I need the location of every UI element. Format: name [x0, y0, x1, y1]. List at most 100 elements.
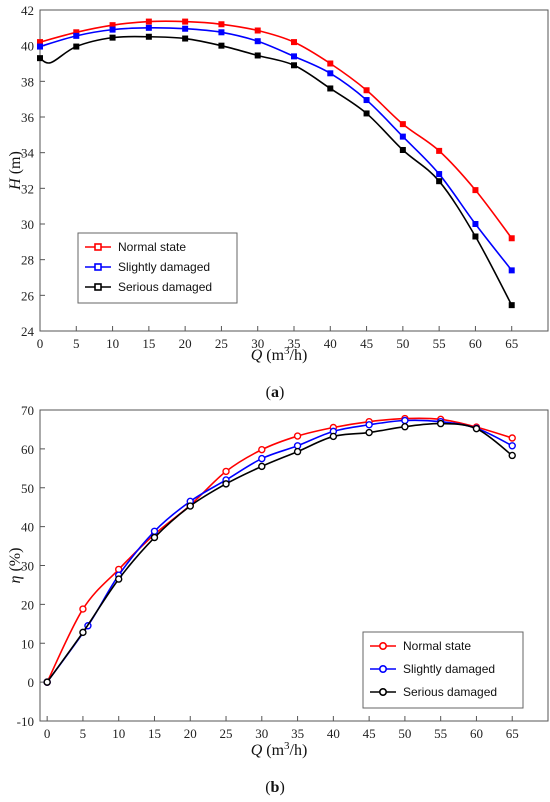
x-tick-label: 20 — [179, 336, 192, 351]
x-tick-label: 5 — [80, 726, 87, 741]
data-point — [327, 85, 334, 92]
y-tick-label: 40 — [21, 520, 34, 535]
data-point — [363, 110, 370, 117]
data-point — [222, 480, 230, 488]
data-point — [73, 43, 80, 50]
data-point — [401, 423, 409, 431]
x-tick-label: 15 — [148, 726, 161, 741]
data-point — [293, 432, 302, 440]
y-tick-label: 42 — [21, 3, 34, 18]
data-point — [258, 462, 266, 471]
data-point — [254, 52, 261, 59]
x-tick-label: 5 — [73, 336, 80, 351]
y-tick-label: -10 — [17, 714, 34, 729]
data-point — [145, 33, 152, 40]
x-tick-label: 35 — [288, 336, 301, 351]
legend-box — [362, 631, 524, 709]
x-tick-label: 30 — [255, 726, 268, 741]
legend-label: Normal state — [403, 639, 471, 653]
data-point — [365, 421, 373, 429]
data-point — [399, 121, 406, 128]
x-tick-label: 15 — [142, 336, 155, 351]
data-point — [182, 18, 189, 25]
data-point — [254, 27, 261, 34]
x-tick-label: 65 — [506, 726, 519, 741]
data-point — [182, 35, 189, 42]
data-point — [150, 533, 159, 542]
y-tick-label: 0 — [28, 675, 35, 690]
data-point — [363, 97, 370, 104]
data-point — [508, 267, 515, 274]
x-tick-label: 20 — [184, 726, 197, 741]
y-axis-label: H (m) — [7, 151, 24, 191]
x-tick-label: 30 — [251, 336, 264, 351]
x-tick-label: 10 — [112, 726, 125, 741]
data-point — [258, 454, 266, 463]
legend-label: Slightly damaged — [403, 662, 495, 676]
x-tick-label: 60 — [470, 726, 483, 741]
x-tick-label: 10 — [106, 336, 119, 351]
panel-caption: (b) — [265, 779, 285, 796]
y-tick-label: 70 — [21, 403, 34, 418]
data-point — [472, 424, 481, 433]
x-tick-label: 0 — [37, 336, 44, 351]
y-tick-label: 30 — [21, 559, 34, 574]
data-point — [399, 133, 406, 140]
x-tick-label: 65 — [505, 336, 518, 351]
data-point — [399, 146, 406, 153]
x-tick-label: 45 — [363, 726, 376, 741]
legend-label: Serious damaged — [118, 280, 212, 294]
data-point — [115, 575, 123, 583]
y-tick-label: 28 — [21, 253, 34, 268]
y-axis-label: η (%) — [7, 548, 24, 584]
data-point — [37, 43, 44, 50]
x-axis-label: Q (m3/h) — [251, 345, 308, 364]
y-tick-label: 24 — [21, 324, 35, 339]
data-point — [218, 29, 225, 36]
data-point — [218, 42, 225, 49]
y-tick-label: 30 — [21, 217, 34, 232]
data-point — [109, 34, 116, 41]
x-tick-label: 25 — [215, 336, 228, 351]
data-point — [436, 178, 443, 185]
data-point — [182, 25, 189, 32]
legend-label: Serious damaged — [403, 685, 497, 699]
data-point — [150, 527, 159, 535]
data-point — [508, 302, 515, 309]
data-point — [145, 24, 152, 31]
panel-caption: (a) — [266, 384, 285, 401]
data-point — [145, 18, 152, 25]
y-tick-label: 40 — [21, 39, 34, 54]
y-tick-label: 60 — [21, 442, 34, 457]
data-point — [222, 467, 230, 476]
x-tick-label: 40 — [327, 726, 340, 741]
data-point — [293, 447, 302, 456]
data-point — [37, 55, 44, 62]
legend-box — [77, 232, 238, 304]
data-point — [290, 53, 297, 60]
series-line-2 — [39, 26, 513, 271]
x-tick-label: 45 — [360, 336, 373, 351]
data-point — [472, 233, 479, 240]
data-point — [508, 235, 515, 242]
data-point — [218, 21, 225, 28]
x-tick-label: 50 — [396, 336, 409, 351]
data-point — [43, 678, 51, 686]
data-point — [290, 39, 297, 46]
data-point — [79, 605, 87, 613]
x-tick-label: 50 — [398, 726, 411, 741]
x-axis-label: Q (m3/h) — [251, 740, 308, 759]
y-tick-label: 20 — [21, 597, 34, 612]
data-point — [327, 70, 334, 77]
data-point — [365, 428, 373, 437]
x-tick-label: 60 — [469, 336, 482, 351]
chart-efficiency-vs-flow: 0 5 10 15 20 25 30 35 40 45 50 55 60 65 -10 0 10 20 30 40 50… — [7, 403, 549, 796]
legend: Normal state Slightly damaged Serious dama… — [362, 631, 524, 709]
data-point — [109, 26, 116, 33]
y-tick-label: 26 — [21, 288, 35, 303]
data-point — [329, 432, 338, 441]
legend: Normal state Slightly damaged Serious dama… — [77, 232, 238, 304]
data-point — [73, 32, 80, 39]
data-point — [254, 38, 261, 45]
